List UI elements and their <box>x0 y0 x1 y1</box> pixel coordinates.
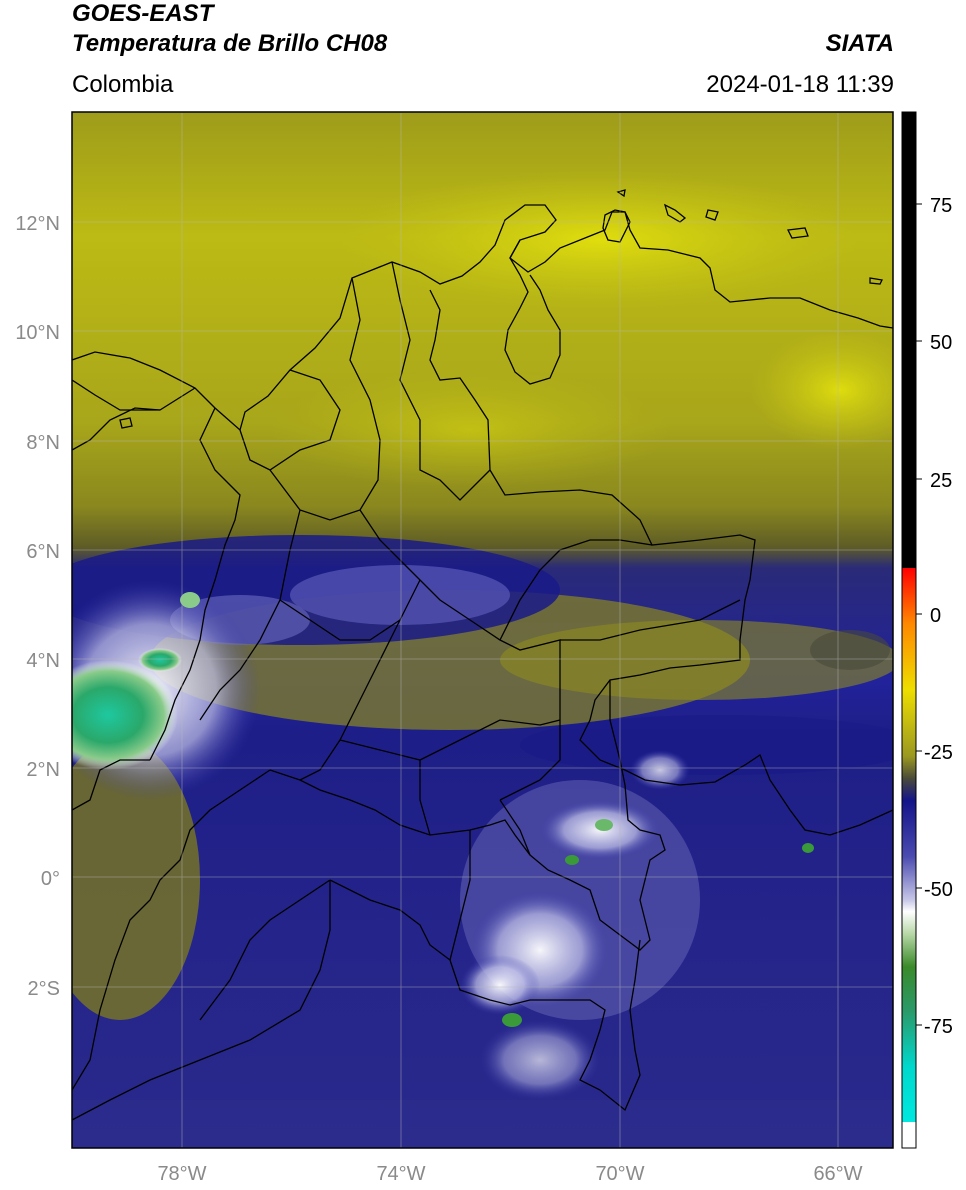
colorbar-tick-label: -25 <box>924 742 953 764</box>
colorbar-frame <box>901 111 917 1149</box>
lon-tick-label: 74°W <box>376 1163 425 1185</box>
lat-tick-label: 8°N <box>26 432 60 454</box>
colorbar-segment-white <box>902 1122 916 1148</box>
colorbar-tick-label: 75 <box>930 195 952 217</box>
map-frame <box>71 111 894 1149</box>
colorbar-tick-label: -75 <box>924 1016 953 1038</box>
title-satellite: GOES-EAST <box>72 0 214 27</box>
colorbar-tick-label: 50 <box>930 332 952 354</box>
country-borders <box>72 189 893 1121</box>
lon-tick-label: 66°W <box>813 1163 862 1185</box>
lat-tick-label: 0° <box>41 868 60 890</box>
lat-tick-label: 6°N <box>26 541 60 563</box>
brightness-temperature-field <box>72 112 893 1148</box>
latitude-axis: 12°N 10°N 8°N 6°N 4°N 2°N 0° 2°S <box>15 213 60 1000</box>
longitude-axis: 78°W 74°W 70°W 66°W <box>157 1163 862 1185</box>
colorbar-tick-label: 0 <box>930 605 941 627</box>
colorbar-gradient <box>902 568 916 1122</box>
lat-tick-label: 2°S <box>28 978 60 1000</box>
lat-tick-label: 12°N <box>15 213 60 235</box>
colorbar-tick-label: 25 <box>930 470 952 492</box>
colorbar-segment-black <box>902 112 916 568</box>
graticule <box>72 112 893 1148</box>
lon-tick-label: 78°W <box>157 1163 206 1185</box>
lat-tick-label: 10°N <box>15 322 60 344</box>
organization-label: SIATA <box>825 30 894 57</box>
datetime-label: 2024-01-18 11:39 <box>706 71 894 98</box>
lon-tick-label: 70°W <box>595 1163 644 1185</box>
title-product: Temperatura de Brillo CH08 <box>72 30 388 57</box>
colorbar-tick-label: -50 <box>924 879 953 901</box>
region-label: Colombia <box>72 71 174 98</box>
lat-tick-label: 4°N <box>26 650 60 672</box>
lat-tick-label: 2°N <box>26 759 60 781</box>
colorbar: 75 50 25 0 -25 -50 -75 <box>901 111 953 1149</box>
